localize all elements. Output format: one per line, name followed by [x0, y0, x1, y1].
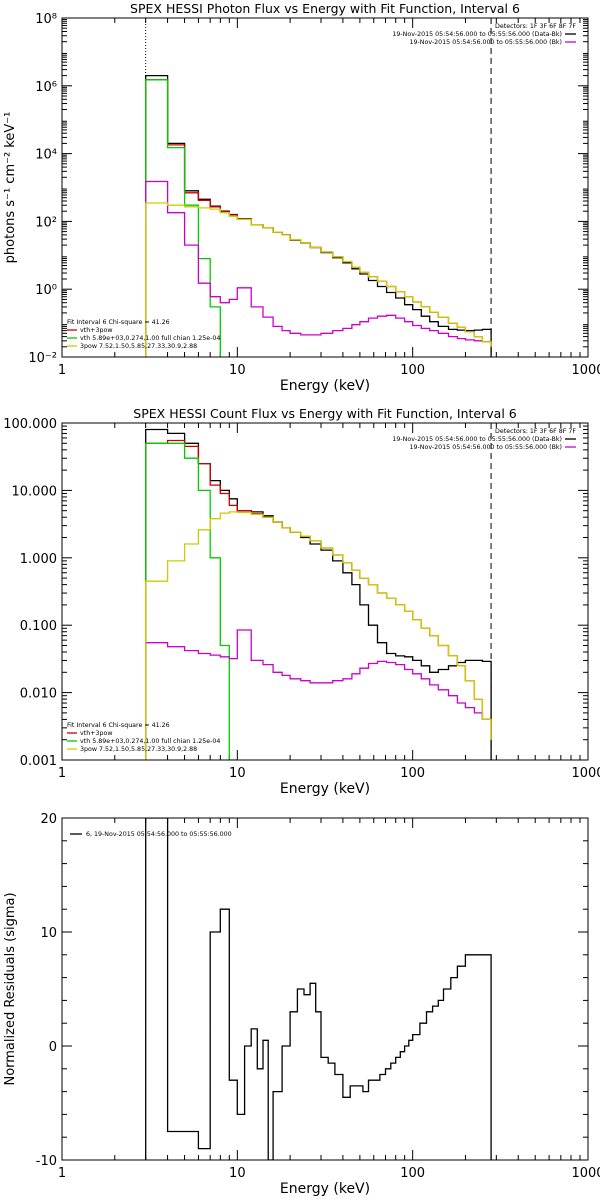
header-line-1: Detectors: 1F 3F 6F 8F 7F: [495, 428, 576, 435]
legend-entry: 3pow 7.52,1.50,5.85,27.33,30.9,2.88: [80, 343, 197, 350]
series-4-line: [145, 180, 492, 357]
series-2-line: [145, 439, 492, 760]
y-tick-label: 10⁻²: [28, 351, 57, 366]
plot-frame: [61, 17, 589, 358]
y-tick-label: 0.010: [20, 687, 57, 702]
series-2-line: [145, 79, 492, 357]
series-5-line: [145, 511, 492, 760]
legend-entry: Fit Interval 6 Chi-square = 41.26: [67, 319, 170, 326]
y-tick-label: 10⁸: [35, 12, 57, 27]
x-tick-label: 1: [58, 766, 66, 781]
y-tick-label: 10⁶: [35, 80, 57, 95]
plot-frame: [61, 422, 589, 761]
x-tick-label: 1: [58, 363, 66, 378]
x-tick-label: 10: [229, 1166, 246, 1181]
x-tick-label: 100: [400, 1166, 425, 1181]
y-tick-label: 10⁰: [35, 283, 57, 298]
legend-entry: 6, 19-Nov-2015 05:54:56.000 to 05:55:56.…: [86, 831, 232, 838]
x-axis-label: Energy (keV): [280, 781, 370, 797]
series-group: [145, 428, 492, 760]
y-tick-label: 0: [49, 1040, 57, 1055]
x-axis-label: Energy (keV): [280, 378, 370, 394]
x-axis-label: Energy (keV): [280, 1181, 370, 1197]
y-tick-label: 0.100: [20, 619, 57, 634]
y-tick-label: -10: [36, 1154, 57, 1169]
y-tick-label: 10⁴: [35, 148, 57, 163]
series-1-line: [145, 818, 492, 1160]
legend-entry: Fit Interval 6 Chi-square = 41.26: [67, 722, 170, 729]
header-line-1: Detectors: 1F 3F 6F 8F 7F: [495, 23, 576, 30]
x-tick-label: 100: [400, 766, 425, 781]
y-tick-label: 100.000: [3, 417, 57, 432]
y-tick-label: 1.000: [20, 552, 57, 567]
series-3-line: [145, 79, 221, 357]
series-group: [145, 818, 492, 1160]
chart-title: SPEX HESSI Photon Flux vs Energy with Fi…: [130, 1, 520, 16]
series-1-line: [145, 428, 492, 760]
y-axis-label: photons s⁻¹ cm⁻² keV⁻¹: [3, 112, 18, 264]
x-tick-label: 10: [229, 766, 246, 781]
y-tick-label: 10²: [35, 215, 57, 230]
legend-entry: vth 5.89e+03,0.274,1.00 full chian 1.25e…: [80, 738, 220, 745]
legend-entry: vth+3pow: [80, 730, 112, 737]
series-5-line: [145, 202, 492, 357]
x-tick-label: 100: [400, 363, 425, 378]
series-1-line: [145, 74, 492, 357]
series-3-line: [145, 442, 238, 760]
y-axis-label: Normalized Residuals (sigma): [3, 892, 18, 1085]
series-4-line: [145, 629, 492, 760]
chart-title: SPEX HESSI Count Flux vs Energy with Fit…: [133, 406, 516, 421]
header-line-3: 19-Nov-2015 05:54:56.000 to 05:55:56.000…: [409, 39, 562, 46]
series-group: [145, 74, 492, 357]
header-line-3: 19-Nov-2015 05:54:56.000 to 05:55:56.000…: [409, 444, 562, 451]
y-tick-label: 10: [40, 926, 57, 941]
y-tick-label: 20: [40, 812, 57, 827]
x-tick-label: 1: [58, 1166, 66, 1181]
legend-entry: vth 5.89e+03,0.274,1.00 full chian 1.25e…: [80, 335, 220, 342]
legend-entry: 3pow 7.52,1.50,5.85,27.33,30.9,2.88: [80, 746, 197, 753]
y-tick-label: 10.000: [12, 484, 58, 499]
header-line-2: 19-Nov-2015 05:54:56.000 to 05:55:56.000…: [392, 436, 562, 443]
legend-entry: vth+3pow: [80, 327, 112, 334]
x-tick-label: 10: [229, 363, 246, 378]
header-line-2: 19-Nov-2015 05:54:56.000 to 05:55:56.000…: [392, 31, 562, 38]
y-tick-label: 0.001: [20, 754, 57, 769]
plot-frame: [61, 817, 589, 1161]
